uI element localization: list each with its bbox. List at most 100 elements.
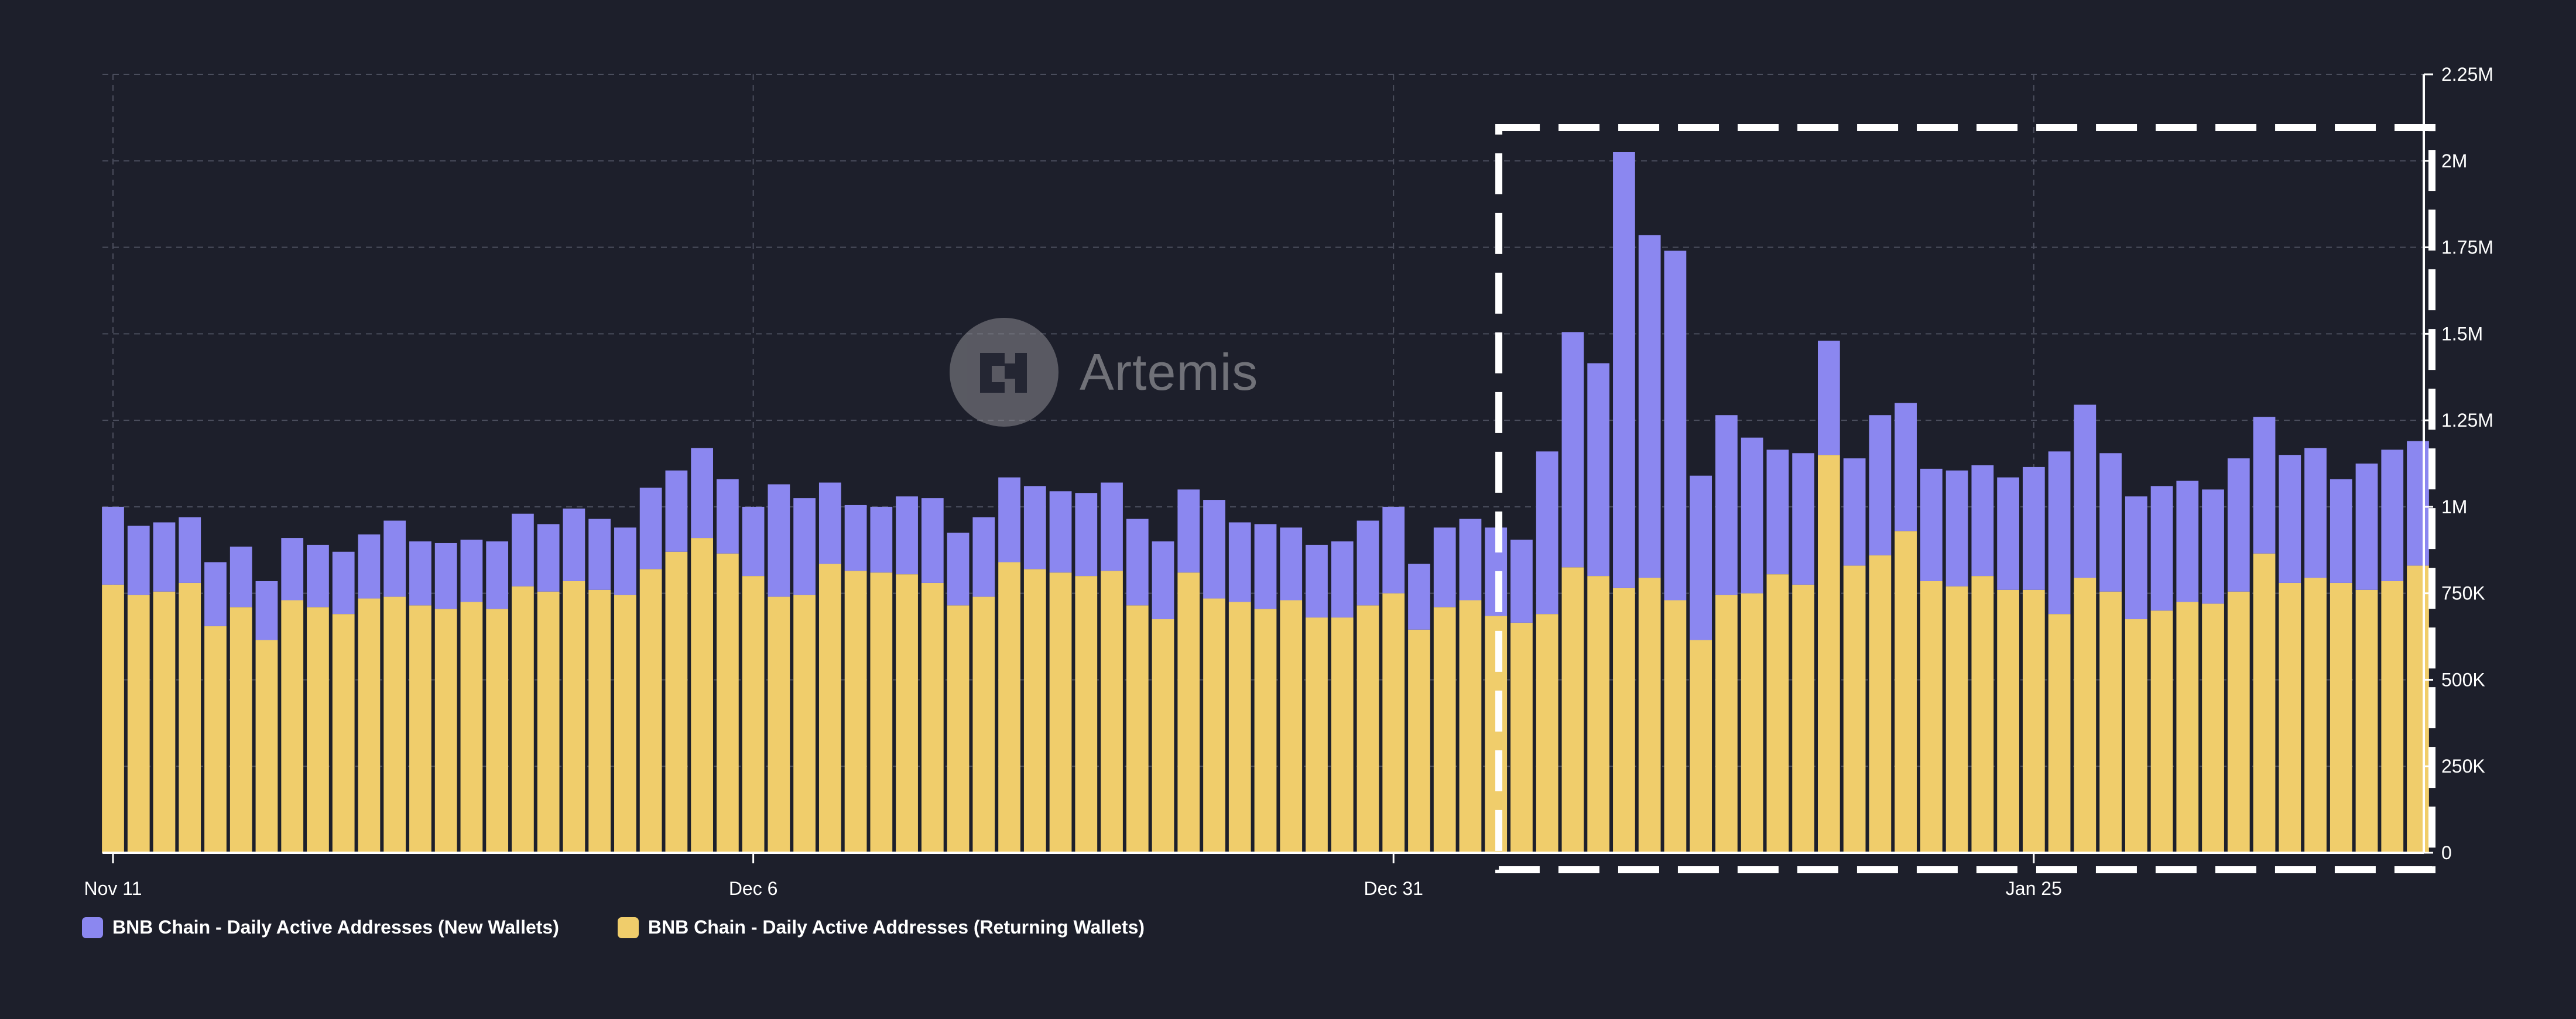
bar-returning-wallets[interactable]: [537, 591, 560, 853]
bar-new-wallets[interactable]: [1945, 470, 1968, 586]
bar-returning-wallets[interactable]: [947, 605, 970, 853]
bar-new-wallets[interactable]: [1561, 332, 1584, 568]
bar-returning-wallets[interactable]: [1331, 617, 1354, 853]
bar-returning-wallets[interactable]: [281, 600, 304, 853]
bar-new-wallets[interactable]: [1895, 403, 1917, 531]
bar-returning-wallets[interactable]: [1818, 455, 1840, 853]
bar-new-wallets[interactable]: [768, 484, 790, 597]
bar-new-wallets[interactable]: [1638, 235, 1661, 578]
bar-returning-wallets[interactable]: [1766, 574, 1789, 853]
bar-returning-wallets[interactable]: [1587, 576, 1610, 853]
bar-returning-wallets[interactable]: [358, 598, 381, 853]
bar-new-wallets[interactable]: [1075, 493, 1098, 577]
bar-new-wallets[interactable]: [665, 470, 688, 552]
bar-new-wallets[interactable]: [1792, 453, 1815, 585]
bar-returning-wallets[interactable]: [1306, 617, 1328, 853]
bar-returning-wallets[interactable]: [512, 586, 534, 853]
bar-new-wallets[interactable]: [512, 513, 534, 586]
bar-returning-wallets[interactable]: [2304, 578, 2327, 853]
bar-returning-wallets[interactable]: [1126, 605, 1149, 853]
bar-new-wallets[interactable]: [1408, 564, 1430, 630]
bar-returning-wallets[interactable]: [1228, 602, 1251, 853]
bar-returning-wallets[interactable]: [1536, 614, 1558, 853]
bar-returning-wallets[interactable]: [1895, 531, 1917, 853]
bar-new-wallets[interactable]: [2074, 404, 2097, 578]
bar-returning-wallets[interactable]: [127, 595, 150, 853]
bar-new-wallets[interactable]: [1971, 465, 1994, 577]
bar-returning-wallets[interactable]: [204, 626, 227, 853]
bar-returning-wallets[interactable]: [1561, 567, 1584, 853]
bar-returning-wallets[interactable]: [307, 607, 329, 853]
legend-item-returning-wallets[interactable]: BNB Chain - Daily Active Addresses (Retu…: [617, 917, 1145, 938]
bar-returning-wallets[interactable]: [1408, 629, 1430, 853]
bar-new-wallets[interactable]: [1843, 458, 1866, 566]
bar-new-wallets[interactable]: [1587, 363, 1610, 577]
bar-new-wallets[interactable]: [1126, 519, 1149, 606]
bar-new-wallets[interactable]: [229, 546, 252, 608]
bar-returning-wallets[interactable]: [434, 609, 457, 853]
bar-new-wallets[interactable]: [1920, 468, 1943, 581]
bar-new-wallets[interactable]: [204, 562, 227, 626]
bar-returning-wallets[interactable]: [1382, 593, 1405, 853]
bar-new-wallets[interactable]: [1382, 506, 1405, 593]
bar-new-wallets[interactable]: [1049, 491, 1072, 573]
bar-returning-wallets[interactable]: [614, 595, 636, 853]
bar-new-wallets[interactable]: [2048, 451, 2071, 615]
bar-new-wallets[interactable]: [614, 527, 636, 595]
bar-new-wallets[interactable]: [1818, 341, 1840, 455]
bar-new-wallets[interactable]: [691, 448, 713, 538]
bar-returning-wallets[interactable]: [486, 609, 509, 853]
bar-new-wallets[interactable]: [332, 551, 355, 615]
bar-returning-wallets[interactable]: [2407, 565, 2429, 853]
bar-new-wallets[interactable]: [2202, 489, 2224, 604]
bar-returning-wallets[interactable]: [460, 602, 483, 853]
bar-new-wallets[interactable]: [2279, 455, 2301, 583]
bar-returning-wallets[interactable]: [896, 574, 918, 853]
bar-returning-wallets[interactable]: [2176, 602, 2199, 853]
bar-returning-wallets[interactable]: [691, 538, 713, 853]
bar-returning-wallets[interactable]: [1690, 640, 1712, 853]
bar-returning-wallets[interactable]: [1356, 605, 1379, 853]
bar-returning-wallets[interactable]: [1715, 595, 1738, 853]
bar-returning-wallets[interactable]: [1280, 600, 1303, 853]
bar-returning-wallets[interactable]: [1075, 576, 1098, 853]
bar-new-wallets[interactable]: [2125, 496, 2147, 619]
bar-returning-wallets[interactable]: [716, 553, 739, 853]
bar-returning-wallets[interactable]: [793, 595, 816, 853]
bar-returning-wallets[interactable]: [2381, 581, 2404, 853]
bar-returning-wallets[interactable]: [2227, 591, 2250, 853]
bar-returning-wallets[interactable]: [921, 582, 944, 853]
bar-new-wallets[interactable]: [1766, 450, 1789, 575]
bar-new-wallets[interactable]: [179, 517, 201, 583]
bar-new-wallets[interactable]: [2176, 481, 2199, 602]
bar-new-wallets[interactable]: [2150, 486, 2173, 611]
bar-returning-wallets[interactable]: [255, 640, 278, 853]
bar-returning-wallets[interactable]: [1254, 609, 1277, 853]
bar-returning-wallets[interactable]: [742, 576, 765, 853]
bar-returning-wallets[interactable]: [1971, 576, 1994, 853]
bar-new-wallets[interactable]: [1280, 527, 1303, 601]
bar-returning-wallets[interactable]: [1152, 619, 1174, 853]
bar-new-wallets[interactable]: [1228, 522, 1251, 602]
bar-new-wallets[interactable]: [2330, 479, 2352, 583]
bar-returning-wallets[interactable]: [1510, 622, 1533, 853]
bar-new-wallets[interactable]: [742, 506, 765, 577]
bar-returning-wallets[interactable]: [1945, 586, 1968, 853]
bar-new-wallets[interactable]: [1023, 486, 1046, 569]
bar-new-wallets[interactable]: [2304, 448, 2327, 578]
bar-returning-wallets[interactable]: [2279, 582, 2301, 853]
bar-returning-wallets[interactable]: [1741, 593, 1763, 853]
bar-returning-wallets[interactable]: [588, 589, 611, 853]
bar-new-wallets[interactable]: [127, 526, 150, 595]
bar-new-wallets[interactable]: [921, 498, 944, 583]
bar-returning-wallets[interactable]: [1843, 565, 1866, 853]
bar-returning-wallets[interactable]: [1049, 572, 1072, 853]
bar-returning-wallets[interactable]: [2355, 589, 2378, 853]
bar-new-wallets[interactable]: [486, 541, 509, 609]
bar-returning-wallets[interactable]: [383, 596, 406, 853]
bar-new-wallets[interactable]: [998, 477, 1020, 562]
bar-new-wallets[interactable]: [1741, 437, 1763, 593]
bar-returning-wallets[interactable]: [998, 562, 1020, 853]
bar-new-wallets[interactable]: [639, 488, 662, 569]
bar-new-wallets[interactable]: [870, 506, 893, 573]
